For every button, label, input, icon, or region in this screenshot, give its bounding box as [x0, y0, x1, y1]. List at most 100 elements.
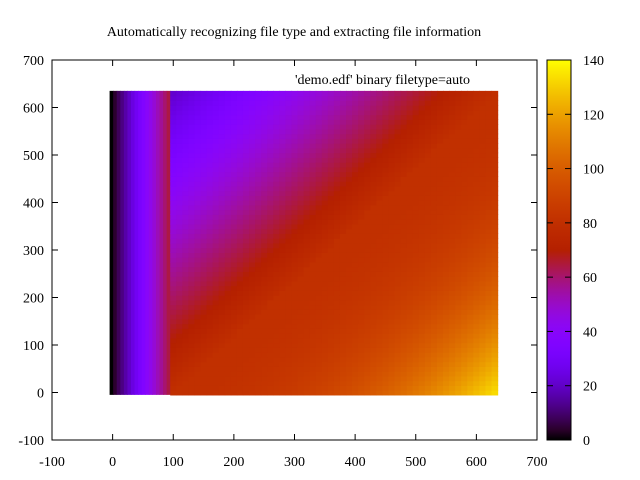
- heatmap-cell: [333, 323, 341, 329]
- heatmap-cell: [436, 380, 444, 386]
- heatmap-cell: [400, 209, 408, 215]
- heatmap-cell: [382, 356, 390, 363]
- heatmap-cell: [339, 347, 347, 353]
- heatmap-cell: [261, 95, 268, 101]
- heatmap-cell: [461, 171, 468, 177]
- heatmap-cell: [242, 242, 250, 249]
- heatmap-cell: [339, 133, 347, 139]
- heatmap-cell: [327, 100, 335, 106]
- heatmap-cell: [370, 271, 377, 277]
- heatmap-cell: [412, 380, 420, 386]
- heatmap-cell: [339, 114, 347, 120]
- heatmap-cell: [473, 257, 481, 263]
- x-tick-label: 300: [284, 455, 305, 470]
- heatmap-cell: [218, 371, 226, 377]
- heatmap-cell: [315, 271, 323, 277]
- heatmap-cell: [449, 133, 456, 139]
- heatmap-cell: [473, 337, 481, 344]
- heatmap-cell: [194, 318, 202, 325]
- heatmap-cell: [382, 309, 390, 315]
- heatmap-cell: [242, 299, 250, 306]
- heatmap-cell: [449, 214, 456, 220]
- heatmap-cell: [346, 390, 353, 396]
- heatmap-cell: [267, 342, 274, 348]
- heatmap-cell: [303, 195, 311, 201]
- heatmap-cell: [436, 252, 444, 258]
- heatmap-cell: [206, 209, 214, 215]
- heatmap-cell: [218, 176, 226, 182]
- heatmap-cell: [370, 185, 377, 192]
- heatmap-cell: [230, 157, 238, 163]
- heatmap-cell: [230, 105, 238, 111]
- heatmap-cell: [376, 242, 384, 249]
- heatmap-cell: [491, 361, 499, 367]
- heatmap-cell: [406, 252, 414, 258]
- heatmap-cell: [449, 147, 456, 154]
- heatmap-cell: [346, 223, 353, 230]
- heatmap-cell: [443, 361, 450, 367]
- heatmap-cell: [188, 223, 196, 230]
- heatmap-cell: [200, 380, 208, 386]
- heatmap-cell: [467, 195, 474, 201]
- heatmap-cell: [291, 119, 299, 125]
- heatmap-cell: [230, 162, 238, 168]
- heatmap-cell: [443, 366, 450, 372]
- heatmap-cell: [273, 200, 280, 206]
- heatmap-cell: [333, 290, 341, 296]
- heatmap-cell: [352, 366, 359, 372]
- heatmap-cell: [370, 337, 377, 344]
- heatmap-cell: [370, 133, 377, 139]
- heatmap-cell: [461, 309, 468, 315]
- heatmap-cell: [273, 242, 280, 249]
- heatmap-cell: [352, 190, 359, 196]
- heatmap-cell: [400, 309, 408, 315]
- heatmap-cell: [455, 176, 462, 182]
- heatmap-cell: [188, 242, 196, 249]
- heatmap-cell: [255, 299, 262, 306]
- heatmap-cell: [273, 366, 280, 372]
- heatmap-cell: [267, 252, 274, 258]
- heatmap-cell: [382, 114, 390, 120]
- heatmap-cell: [279, 171, 287, 177]
- heatmap-cell: [218, 271, 226, 277]
- heatmap-cell: [200, 200, 208, 206]
- heatmap-cell: [339, 276, 347, 282]
- heatmap-cell: [224, 223, 232, 230]
- heatmap-cell: [358, 228, 365, 234]
- heatmap-cell: [279, 242, 287, 249]
- heatmap-cell: [321, 228, 329, 234]
- heatmap-cell: [485, 323, 493, 329]
- heatmap-cell: [394, 371, 402, 377]
- heatmap-cell: [224, 271, 232, 277]
- heatmap-cell: [352, 114, 359, 120]
- heatmap-cell: [273, 375, 280, 382]
- heatmap-cell: [249, 380, 256, 386]
- heatmap-cell: [370, 138, 377, 144]
- heatmap-cell: [230, 385, 238, 391]
- heatmap-cell: [418, 299, 426, 306]
- heatmap-cell: [352, 209, 359, 215]
- heatmap-cell: [309, 181, 317, 187]
- heatmap-cell: [400, 152, 408, 158]
- heatmap-cell: [236, 309, 244, 315]
- heatmap-cell: [479, 90, 487, 97]
- heatmap-cell: [394, 280, 402, 287]
- heatmap-cell: [291, 190, 299, 196]
- heatmap-cell: [273, 390, 280, 396]
- heatmap-cell: [309, 109, 317, 116]
- heatmap-cell: [218, 352, 226, 358]
- heatmap-cell: [418, 385, 426, 391]
- heatmap-cell: [176, 209, 183, 215]
- heatmap-cell: [273, 257, 280, 263]
- heatmap-cell: [467, 162, 474, 168]
- heatmap-cell: [467, 138, 474, 144]
- heatmap-cell: [430, 95, 438, 101]
- heatmap-cell: [285, 242, 293, 249]
- heatmap-cell: [455, 223, 462, 230]
- heatmap-cell: [291, 228, 299, 234]
- heatmap-cell: [412, 185, 420, 192]
- heatmap-cell: [297, 242, 305, 249]
- heatmap-cell: [491, 238, 499, 244]
- heatmap-cell: [370, 162, 377, 168]
- heatmap-cell: [436, 375, 444, 382]
